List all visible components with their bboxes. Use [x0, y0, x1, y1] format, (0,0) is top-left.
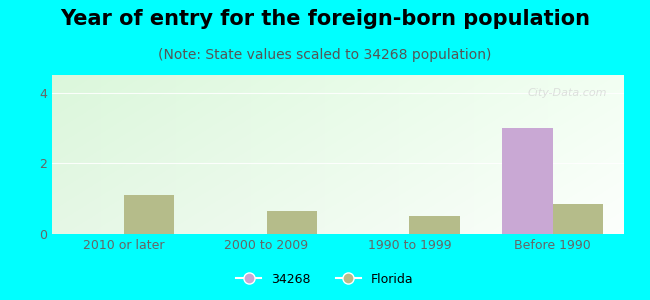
Legend: 34268, Florida: 34268, Florida — [231, 268, 419, 291]
Text: City-Data.com: City-Data.com — [527, 88, 607, 98]
Bar — [124, 195, 174, 234]
Text: Year of entry for the foreign-born population: Year of entry for the foreign-born popul… — [60, 9, 590, 29]
Text: (Note: State values scaled to 34268 population): (Note: State values scaled to 34268 popu… — [159, 48, 491, 62]
Bar — [502, 128, 552, 234]
Bar — [552, 204, 603, 234]
Bar — [266, 211, 317, 234]
Bar — [410, 216, 460, 234]
